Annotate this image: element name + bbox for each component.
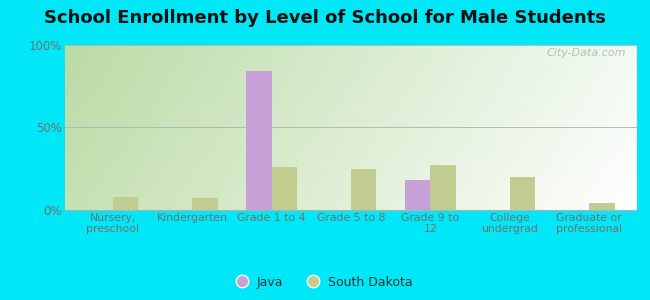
Bar <box>430 165 456 210</box>
Text: School Enrollment by Level of School for Male Students: School Enrollment by Level of School for… <box>44 9 606 27</box>
Bar <box>405 180 430 210</box>
Bar <box>246 71 272 210</box>
Bar <box>590 203 615 210</box>
Bar <box>272 167 297 210</box>
Bar <box>510 177 536 210</box>
Bar <box>112 197 138 210</box>
Legend: Java, South Dakota: Java, South Dakota <box>232 271 418 294</box>
Bar <box>192 199 218 210</box>
Text: City-Data.com: City-Data.com <box>546 48 625 58</box>
Bar <box>351 169 376 210</box>
